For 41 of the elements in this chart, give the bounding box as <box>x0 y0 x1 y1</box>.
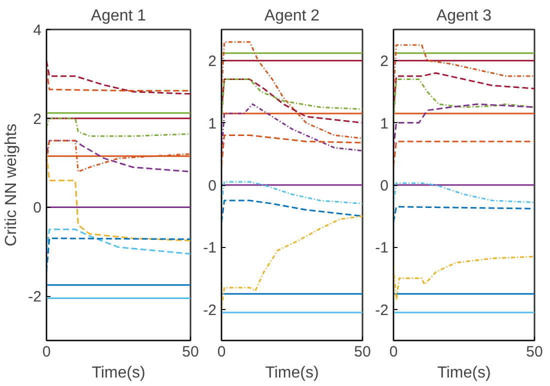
chart-title: Agent 1 <box>90 8 146 24</box>
y-tick-label: 0 <box>208 178 216 194</box>
y-tick-label: 2 <box>208 53 216 70</box>
line-series <box>46 140 190 172</box>
y-tick-label: 2 <box>380 53 388 70</box>
y-tick-label: 0 <box>33 200 42 217</box>
chart-title: Agent 3 <box>436 8 492 24</box>
x-axis-title: Time(s) <box>437 364 491 382</box>
y-tick-label: 1 <box>208 115 216 132</box>
x-tick-label: 50 <box>526 344 543 360</box>
line-series <box>222 181 362 204</box>
line-series <box>394 72 534 112</box>
line-series <box>46 118 190 137</box>
line-series <box>222 78 362 124</box>
line-series <box>394 44 534 92</box>
y-axis-title: Critic NN weights <box>3 124 20 246</box>
y-tick-label: 4 <box>33 22 42 39</box>
x-axis-title: Time(s) <box>92 364 146 382</box>
x-tick-label: 50 <box>182 344 199 360</box>
line-series <box>46 153 190 242</box>
y-tick-label: 2 <box>33 110 42 128</box>
y-tick-label: -1 <box>375 240 389 257</box>
line-series <box>222 215 362 310</box>
line-series <box>394 78 534 124</box>
line-series <box>222 134 362 168</box>
line-series <box>222 41 362 140</box>
y-tick-label: 1 <box>380 115 388 132</box>
chart-title: Agent 2 <box>264 8 320 24</box>
line-series <box>394 182 534 204</box>
y-tick-label: -2 <box>203 302 217 319</box>
line-series <box>394 256 534 301</box>
line-series <box>46 60 190 95</box>
line-series <box>222 200 362 224</box>
y-tick-label: 0 <box>380 178 388 194</box>
line-series <box>394 103 534 148</box>
x-tick-label: 50 <box>354 344 371 360</box>
y-tick-label: -1 <box>203 240 217 257</box>
y-tick-label: -2 <box>375 302 389 319</box>
y-tick-label: -2 <box>28 288 42 306</box>
x-axis-title: Time(s) <box>265 364 319 382</box>
line-series <box>46 228 190 255</box>
